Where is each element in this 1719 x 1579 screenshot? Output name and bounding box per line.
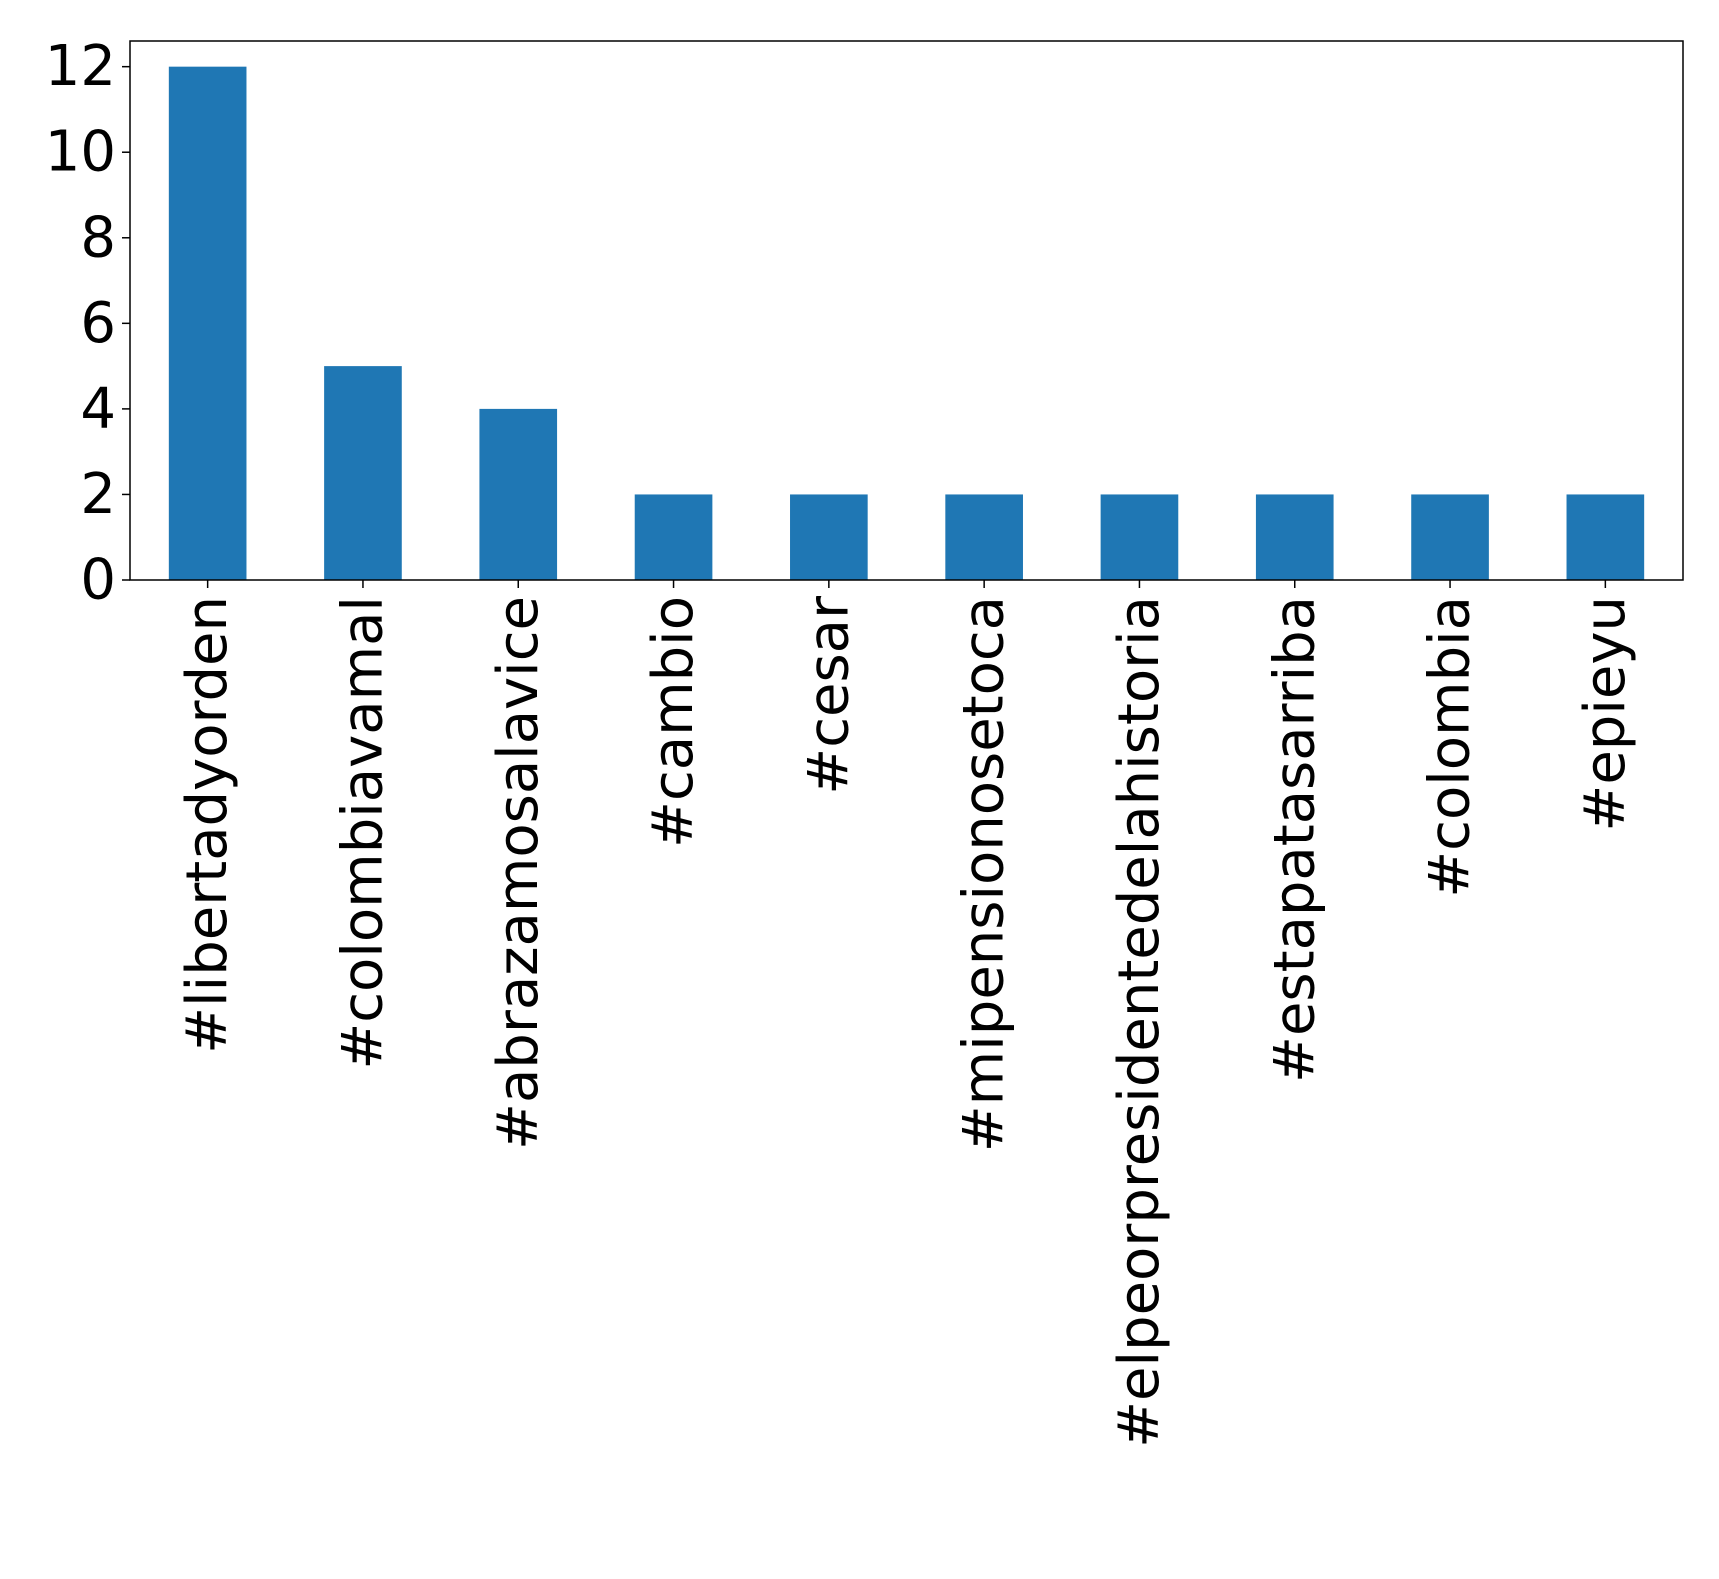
bar [168,66,247,580]
bar [945,494,1023,580]
plot-frame [129,40,1684,581]
bar [634,494,713,580]
x-axis: #libertadyorden #colombiavamal #abrazamosa… [175,580,1638,1448]
bar [790,494,868,580]
x-tick-label: #abrazamosalavice [486,596,551,1150]
x-tick-label: #mipensionosetoca [952,596,1017,1152]
bar [1411,494,1489,580]
bars [168,66,1645,580]
y-tick-label: 6 [80,291,116,356]
x-tick-label: #epieyu [1573,596,1638,832]
y-tick-label: 12 [45,34,116,99]
x-tick-label: #cesar [796,595,861,795]
x-tick-label: #elpeorpresidentedelahistoria [1107,596,1172,1448]
bar [479,408,558,580]
bar [324,366,402,580]
x-tick-label: #libertadyorden [175,596,240,1054]
y-tick-label: 8 [80,205,116,270]
x-tick-label: #colombiavamal [330,596,395,1070]
bar [1255,494,1334,580]
x-tick-label: #colombia [1418,596,1483,898]
y-tick-label: 0 [80,548,116,613]
x-tick-label: #cambio [641,596,706,848]
y-tick-label: 2 [80,462,116,527]
y-axis: 0 2 4 6 8 10 12 [45,34,130,613]
bar [1566,494,1645,580]
y-tick-label: 4 [80,376,116,441]
x-tick-label: #estapatasarriba [1262,596,1327,1083]
bar [1100,494,1179,580]
y-tick-label: 10 [45,120,116,185]
